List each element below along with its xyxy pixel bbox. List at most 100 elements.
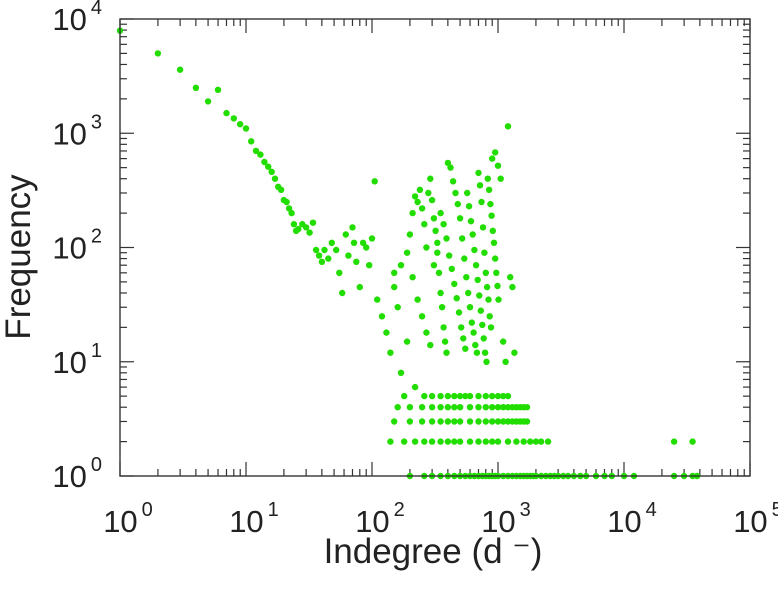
data-point [290,221,298,228]
data-point [438,304,446,311]
data-point [475,404,482,411]
data-point [461,255,468,262]
data-point [523,404,531,411]
data-point [544,438,552,445]
data-point [391,418,398,425]
data-point [328,239,335,246]
y-tick-label: 10 0 [52,454,102,494]
data-point [368,235,376,242]
data-point [440,324,447,331]
data-point [333,246,340,254]
data-point [504,123,512,130]
y-tick-label: 10 3 [52,111,102,151]
data-point [192,84,200,92]
data-point [441,338,449,345]
data-point [494,392,502,400]
data-point [277,186,285,193]
data-point [467,218,475,225]
x-tick-label: 10 1 [229,499,279,539]
data-point [462,345,469,352]
data-point [504,438,512,445]
data-point [500,418,507,425]
data-point [451,438,458,445]
data-point [391,283,398,291]
data-point [421,438,428,445]
data-point [418,418,426,425]
data-point [418,313,426,320]
data-point [423,329,430,336]
data-point [511,349,518,356]
data-point [504,418,512,425]
data-point [485,296,492,303]
data-point [448,265,455,273]
data-point [497,175,504,182]
data-point [242,125,250,132]
data-point [411,193,419,200]
data-point [458,324,465,331]
data-point [489,155,496,162]
data-point [435,269,443,276]
data-point [204,98,212,105]
data-point [430,262,438,269]
data-point [494,282,501,290]
data-point [437,209,444,217]
data-point [495,296,502,303]
data-point [318,258,326,265]
data-point [494,404,502,411]
data-point [383,329,390,336]
data-point [481,249,488,256]
data-point [428,438,436,445]
data-point [485,186,493,193]
data-point [490,239,498,246]
data-point [391,269,398,276]
data-point [482,404,489,411]
data-point [481,349,489,356]
y-tick-label: 10 1 [52,340,102,380]
data-point [484,175,491,182]
data-point [252,147,260,155]
data-point [482,269,489,276]
data-point [223,109,230,117]
data-point [248,138,255,145]
data-point [470,329,477,336]
data-point [411,383,419,391]
data-point [487,324,495,331]
data-point [425,189,432,197]
data-point [489,418,496,425]
data-point [482,418,489,425]
data-point [427,341,434,349]
data-point [454,200,461,208]
data-point [456,418,464,425]
data-point [464,189,471,197]
data-point [428,418,436,425]
data-point [285,205,293,212]
data-point [489,227,496,234]
data-point [465,203,473,210]
x-axis-title: Indegree (d ⁻) [324,532,543,571]
data-point [509,283,516,291]
data-point [477,307,484,314]
data-point [411,438,419,445]
plot-frame [119,18,751,477]
data-point [353,258,360,265]
data-point [494,418,502,425]
data-point [434,249,441,256]
data-point [421,221,428,228]
data-point [342,231,349,238]
data-point [437,289,444,297]
data-point [406,404,414,411]
data-point [403,338,411,345]
data-point [444,438,452,445]
data-point [502,358,509,365]
data-point [414,296,421,303]
data-point [455,309,463,316]
data-point [483,358,490,365]
data-point [421,392,428,400]
data-point [449,178,457,185]
data-point [466,418,474,425]
data-point [387,438,394,445]
data-point [466,404,474,411]
x-tick-label: 10 0 [103,499,153,539]
data-point [494,162,502,169]
